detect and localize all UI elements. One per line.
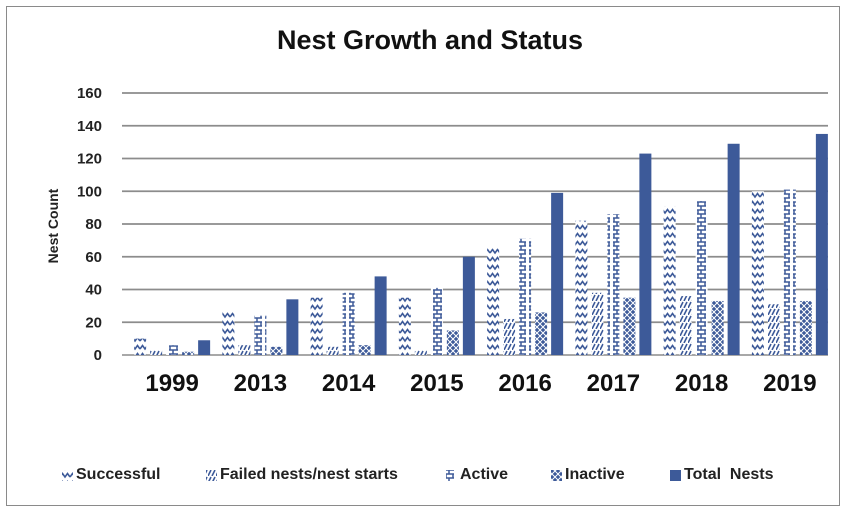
bar-slash-2019 [767,304,780,355]
legend: Successful Failed nests/nest starts Active… [62,466,774,483]
legend-swatch-brick [446,470,457,481]
bar-slash-2014 [326,346,339,355]
bar-brick-2013 [254,315,267,355]
y-axis-label: Nest Count [45,188,61,263]
bars [134,133,828,355]
bar-solid-2018 [727,143,740,355]
x-tick-labels: 1999 2013 2014 2015 2016 2017 2018 2019 [145,370,816,397]
x-tick-label: 2015 [410,370,463,397]
y-tick-labels: 0 20 40 60 80 100 120 140 160 [77,85,102,364]
bar-solid-2013 [286,299,299,355]
bar-solid-1999 [198,340,211,355]
legend-label: Total Nests [684,466,774,483]
bar-cross-2019 [799,300,812,355]
bar-cross-2015 [446,330,459,355]
y-tick-label: 100 [77,183,102,200]
legend-label: Inactive [565,466,625,483]
bar-zigzag-2015 [398,297,411,355]
bar-solid-2014 [374,276,387,355]
bar-solid-2016 [551,192,564,355]
bar-zigzag-2013 [222,312,235,355]
bar-zigzag-2016 [487,248,500,355]
bar-brick-2017 [607,214,620,355]
legend-label: Failed nests/nest starts [220,466,398,483]
legend-swatch-solid [670,470,681,481]
bar-brick-2018 [695,201,708,355]
bar-cross-2016 [535,312,548,355]
y-tick-label: 0 [94,347,102,364]
bar-slash-2017 [591,292,604,355]
bar-solid-2015 [462,256,475,355]
bar-cross-2017 [623,297,636,355]
bar-zigzag-2017 [575,220,588,355]
bar-zigzag-2014 [310,297,323,355]
x-tick-label: 2013 [234,370,287,397]
legend-label: Successful [76,466,160,483]
bar-slash-2015 [414,350,427,355]
bar-solid-2017 [639,153,652,355]
x-tick-label: 2017 [587,370,640,397]
bar-brick-1999 [166,345,179,355]
y-tick-label: 60 [85,249,102,266]
bar-brick-2019 [783,189,796,355]
bar-slash-2018 [679,296,692,355]
y-tick-label: 160 [77,85,102,102]
legend-swatch-cross [551,470,562,481]
bar-cross-2013 [270,346,283,355]
y-tick-label: 120 [77,151,102,168]
x-tick-label: 2014 [322,370,376,397]
bar-slash-2013 [238,345,251,355]
x-tick-label: 2018 [675,370,728,397]
x-tick-label: 1999 [145,370,198,397]
bar-zigzag-2018 [663,205,676,355]
bar-brick-2014 [342,292,355,355]
bar-brick-2015 [430,287,443,355]
bar-cross-2014 [358,345,371,355]
chart-title: Nest Growth and Status [277,25,583,55]
y-tick-label: 40 [85,282,102,299]
legend-swatch-slash [206,470,217,481]
bar-solid-2019 [815,133,828,355]
bar-brick-2016 [519,238,532,355]
x-tick-label: 2016 [498,370,551,397]
bar-slash-1999 [150,350,163,355]
legend-swatch-zigzag [62,470,73,481]
y-tick-label: 80 [85,216,102,233]
bar-zigzag-1999 [134,338,147,355]
bar-cross-1999 [182,351,195,355]
legend-label: Active [460,466,508,483]
x-tick-label: 2019 [763,370,816,397]
y-tick-label: 140 [77,118,102,135]
y-tick-label: 20 [85,314,102,331]
bar-cross-2018 [711,300,724,355]
bar-slash-2016 [503,318,516,355]
bar-zigzag-2019 [751,191,764,355]
